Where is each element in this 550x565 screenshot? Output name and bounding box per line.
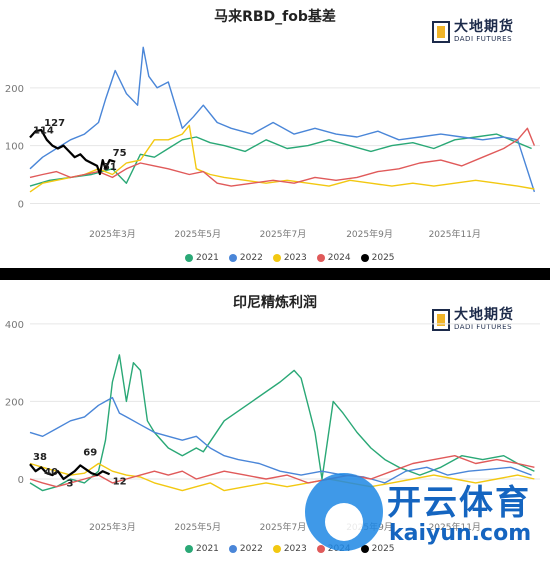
legend-label: 2025 xyxy=(371,253,395,263)
company-logo: 大地期货 DADI FUTURES xyxy=(432,308,514,331)
legend-dot-icon xyxy=(272,545,281,553)
x-tick-label: 2025年7月 xyxy=(260,228,307,240)
legend-item-2023[interactable]: 2023 xyxy=(272,253,307,263)
y-tick-label: 100 xyxy=(5,142,24,153)
legend-item-2021[interactable]: 2021 xyxy=(185,253,219,263)
legend-dot-icon xyxy=(185,545,193,553)
legend-dot-icon xyxy=(228,254,237,262)
x-tick-label: 2025年11月 xyxy=(429,521,481,533)
company-logo: 大地期货 DADI FUTURES xyxy=(432,20,514,43)
chart-panel-refining-profit: 印尼精炼利润 大地期货 DADI FUTURES 0 200 400 2025年3月 2… xyxy=(0,280,550,565)
legend-label: 2023 xyxy=(283,544,307,554)
series-line-2021 xyxy=(29,354,535,492)
logo-cn-text: 大地期货 xyxy=(454,307,514,323)
y-tick-label: 200 xyxy=(5,397,24,408)
legend-label: 2022 xyxy=(239,544,263,554)
legend-dot-icon xyxy=(360,545,369,553)
legend-item-2025[interactable]: 2025 xyxy=(360,544,395,554)
data-label: 40 xyxy=(44,467,58,478)
data-label: 38 xyxy=(33,452,47,463)
legend-dot-icon xyxy=(272,254,281,262)
series-line-2025 xyxy=(29,128,116,176)
x-tick-label: 2025年9月 xyxy=(346,228,393,240)
x-tick-label: 2025年5月 xyxy=(174,228,221,240)
chart-title: 马来RBD_fob基差 xyxy=(214,9,336,25)
legend-item-2022[interactable]: 2022 xyxy=(228,544,263,554)
chart-title: 印尼精炼利润 xyxy=(233,295,317,311)
y-tick-label: 400 xyxy=(5,320,24,331)
logo-mark-icon xyxy=(432,20,450,43)
data-label: 127 xyxy=(44,118,65,129)
watermark-en-text: kaiyun.com xyxy=(389,521,532,546)
data-label: 51 xyxy=(103,162,117,173)
y-tick-label: 0 xyxy=(18,199,24,210)
logo-cn-text: 大地期货 xyxy=(454,19,514,35)
logo-mark-icon xyxy=(432,308,450,331)
legend-item-2024[interactable]: 2024 xyxy=(316,253,351,263)
logo-en-text: DADI FUTURES xyxy=(454,35,513,43)
legend-dot-icon xyxy=(185,254,193,262)
y-tick-label: 200 xyxy=(5,84,24,95)
legend-label: 2022 xyxy=(239,253,263,263)
series-line-2022 xyxy=(29,396,532,484)
legend-label: 2021 xyxy=(196,544,219,554)
legend-dot-icon xyxy=(228,545,237,553)
legend-label: 2025 xyxy=(371,544,395,554)
chart-canvas-top: 0 100 200 2025年3月 2025年5月 2025年7月 2025年9月 2025年… xyxy=(5,46,540,240)
legend-dot-icon xyxy=(360,254,369,262)
panel-separator xyxy=(0,268,550,280)
legend-label: 2021 xyxy=(196,253,219,263)
legend-item-2021[interactable]: 2021 xyxy=(185,544,219,554)
x-tick-label: 2025年3月 xyxy=(89,521,136,533)
watermark-cn-text: 开云体育 xyxy=(387,483,531,523)
data-label: 69 xyxy=(83,448,97,459)
chart-panel-rbd-basis: 马来RBD_fob基差 大地期货 DADI FUTURES 0 100 200 202… xyxy=(0,0,550,268)
legend-label: 2023 xyxy=(283,253,307,263)
series-line-2021 xyxy=(29,133,532,187)
legend-item-2022[interactable]: 2022 xyxy=(228,253,263,263)
x-tick-label: 2025年3月 xyxy=(89,228,136,240)
y-tick-label: 0 xyxy=(18,475,24,486)
x-tick-label: 2025年7月 xyxy=(260,521,307,533)
data-label: 75 xyxy=(113,148,127,159)
watermark-logo-icon xyxy=(305,473,383,551)
site-watermark: 开云体育 kaiyun.com xyxy=(305,463,550,563)
data-label: 114 xyxy=(33,126,54,137)
series-line-2022 xyxy=(29,46,536,193)
data-label: 12 xyxy=(113,477,127,488)
x-tick-label: 2025年11月 xyxy=(429,228,481,240)
legend-item-2025[interactable]: 2025 xyxy=(360,253,395,263)
legend-dot-icon xyxy=(316,254,325,262)
chart-legend: 2021 2022 2023 2024 2025 xyxy=(185,253,395,263)
logo-en-text: DADI FUTURES xyxy=(454,323,513,331)
legend-dot-icon xyxy=(316,545,325,553)
legend-label: 2024 xyxy=(327,253,351,263)
data-label: 3 xyxy=(67,479,74,490)
series-line-2023 xyxy=(29,462,535,492)
x-tick-label: 2025年5月 xyxy=(174,521,221,533)
legend-item-2023[interactable]: 2023 xyxy=(272,544,307,554)
series-line-2025 xyxy=(29,463,111,481)
chart-canvas-bottom: 02004002025年3月2025年5月2025年7月2025年9月2025年… xyxy=(5,320,540,533)
